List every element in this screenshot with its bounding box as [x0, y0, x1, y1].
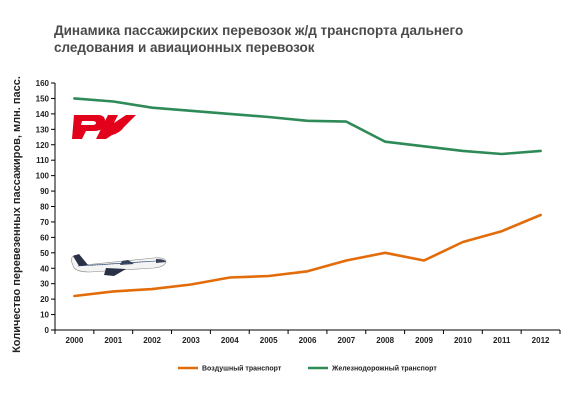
- x-tick-label: 2012: [532, 336, 550, 345]
- legend: Воздушный транспорт Железнодорожный транс…: [178, 365, 437, 373]
- x-tick-label: 2010: [454, 336, 472, 345]
- rzd-logo: [72, 115, 136, 139]
- series-lines: [73, 97, 542, 298]
- y-tick-label: 10: [40, 311, 49, 320]
- rzd-logo-shape-2: [96, 115, 136, 139]
- y-ticks: 0 10 20 30 40 50 60 70 80 90 100 110 120 130 140 150 160: [36, 79, 55, 335]
- y-tick-label: 0: [45, 326, 50, 335]
- y-tick-label: 20: [40, 295, 49, 304]
- y-tick-label: 30: [40, 280, 49, 289]
- x-tick-label: 2002: [143, 336, 161, 345]
- y-tick-label: 70: [40, 218, 49, 227]
- series-line-2: [73, 97, 542, 156]
- chart-title: Динамика пассажирских перевозок ж/д тран…: [54, 23, 464, 55]
- y-tick-label: 150: [36, 94, 50, 103]
- x-tick-label: 2003: [182, 336, 200, 345]
- legend-label-2: Железнодорожный транспорт: [331, 365, 437, 373]
- x-tick-label: 2001: [104, 336, 122, 345]
- legend-label-1: Воздушный транспорт: [202, 365, 282, 373]
- x-tick-label: 2009: [415, 336, 433, 345]
- y-tick-label: 120: [36, 141, 50, 150]
- y-tick-label: 90: [40, 187, 49, 196]
- x-tick-label: 2007: [337, 336, 355, 345]
- y-tick-label: 130: [36, 125, 50, 134]
- x-ticks: 2000 2001 2002 2003 2004 2005 2006 2007 2008 2009…: [54, 330, 561, 345]
- y-tick-label: 100: [36, 172, 50, 181]
- series-line-1: [73, 213, 542, 298]
- x-tick-label: 2008: [376, 336, 394, 345]
- x-tick-label: 2004: [221, 336, 239, 345]
- x-tick-label: 2011: [493, 336, 511, 345]
- y-tick-label: 80: [40, 203, 49, 212]
- y-tick-label: 160: [36, 79, 50, 88]
- y-tick-label: 60: [40, 233, 49, 242]
- x-tick-label: 2005: [260, 336, 278, 345]
- y-tick-label: 40: [40, 264, 49, 273]
- rzd-logo-shape: [72, 115, 106, 139]
- y-tick-label: 110: [36, 156, 49, 165]
- x-tick-label: 2000: [66, 336, 84, 345]
- y-tick-label: 50: [40, 249, 49, 258]
- y-axis-label: Количество перевезенных пассажиров, млн.…: [11, 76, 23, 353]
- x-tick-label: 2006: [299, 336, 317, 345]
- y-tick-label: 140: [36, 110, 50, 119]
- airplane-icon: [71, 254, 167, 276]
